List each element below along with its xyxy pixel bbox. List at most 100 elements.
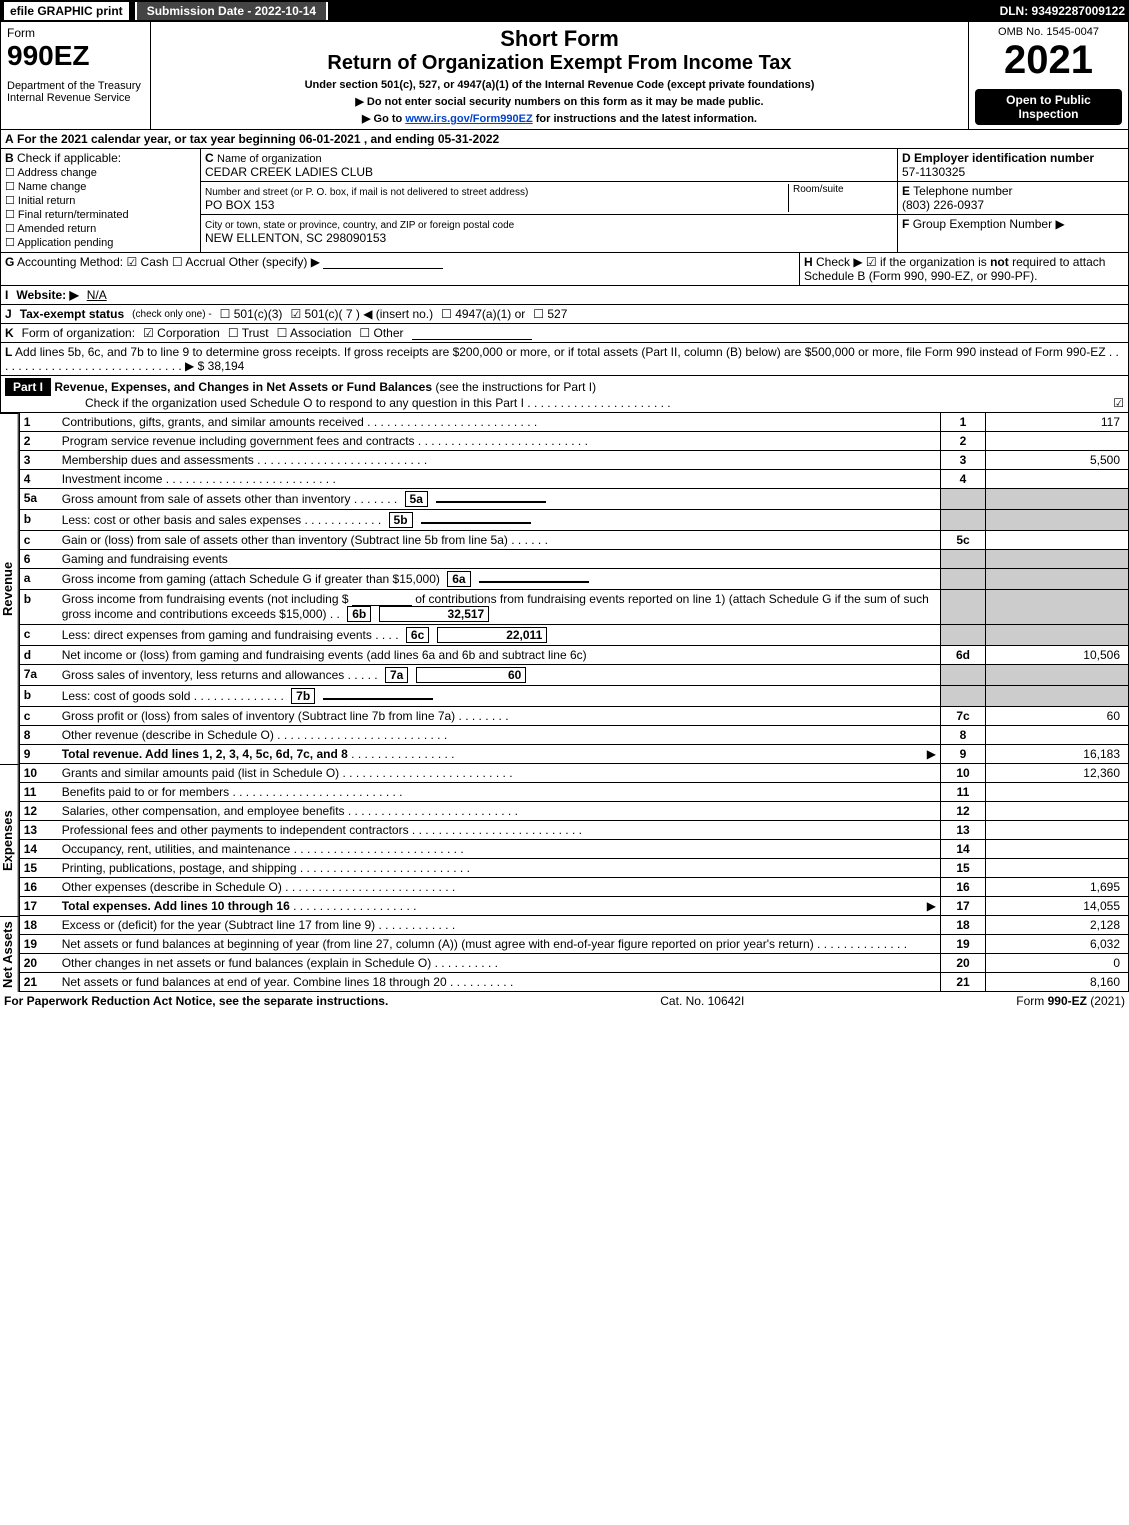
line-20-col: 20 (941, 954, 986, 973)
gross-receipts-text: Add lines 5b, 6c, and 7b to line 9 to de… (15, 345, 1106, 359)
footer-right-form: 990-EZ (1048, 994, 1087, 1008)
ein-label: Employer identification number (914, 151, 1094, 165)
org-name-value: CEDAR CREEK LADIES CLUB (205, 165, 373, 179)
efile-print-button[interactable]: efile GRAPHIC print (4, 2, 129, 20)
line-1-val: 117 (986, 413, 1129, 432)
line-21-val: 8,160 (986, 973, 1129, 992)
line-8-col: 8 (941, 726, 986, 745)
line-17-val: 14,055 (986, 897, 1129, 916)
part-i-checkbox[interactable]: ☑ (1113, 396, 1124, 410)
line-21-col: 21 (941, 973, 986, 992)
line-12-val (986, 802, 1129, 821)
line-2-val (986, 432, 1129, 451)
footer-center: Cat. No. 10642I (660, 994, 744, 1008)
room-label: Room/suite (788, 184, 893, 212)
line-11-col: 11 (941, 783, 986, 802)
chk-address-change[interactable]: Address change (5, 166, 196, 179)
website-value: N/A (87, 288, 107, 302)
section-f-label: F (902, 217, 909, 231)
line-6b-blank[interactable] (352, 593, 412, 606)
section-c: C Name of organization CEDAR CREEK LADIE… (201, 149, 898, 252)
line-6c: c Less: direct expenses from gaming and … (19, 625, 1128, 646)
chk-4947[interactable]: ☐ 4947(a)(1) or (441, 307, 525, 321)
section-d-label: D (902, 151, 911, 165)
section-def: D Employer identification number 57-1130… (898, 149, 1128, 252)
chk-501c7[interactable]: ☑ 501(c)( 7 ) ◀ (insert no.) (290, 307, 433, 321)
line-6-shade1 (941, 550, 986, 569)
chk-accrual[interactable]: ☐ Accrual (172, 255, 225, 269)
other-specify-line[interactable] (323, 256, 443, 269)
chk-name-change[interactable]: Name change (5, 180, 196, 193)
line-5a-shade2 (986, 489, 1129, 510)
line-20-desc: Other changes in net assets or fund bala… (62, 956, 432, 970)
line-16-val: 1,695 (986, 878, 1129, 897)
chk-cash[interactable]: ☑ Cash (126, 255, 168, 269)
line-14: 14 Occupancy, rent, utilities, and maint… (19, 840, 1128, 859)
section-i-label: I (5, 288, 8, 302)
irs-link[interactable]: www.irs.gov/Form990EZ (405, 113, 532, 125)
line-6-num: 6 (19, 550, 58, 569)
expenses-section: Expenses 10 Grants and similar amounts p… (0, 764, 1129, 916)
part-i-checkline: Check if the organization used Schedule … (85, 396, 524, 410)
line-5a-desc: Gross amount from sale of assets other t… (62, 492, 351, 506)
line-5a-subval (436, 501, 546, 503)
line-19-desc: Net assets or fund balances at beginning… (62, 937, 814, 951)
line-2-num: 2 (19, 432, 58, 451)
chk-application-pending[interactable]: Application pending (5, 236, 196, 249)
footer-right: Form 990-EZ (2021) (1016, 994, 1125, 1008)
section-j-label: J (5, 307, 12, 321)
line-1-col: 1 (941, 413, 986, 432)
chk-amended-return[interactable]: Amended return (5, 222, 196, 235)
line-5b-shade1 (941, 510, 986, 531)
section-j: J Tax-exempt status (check only one) - ☐… (0, 305, 1129, 324)
line-16: 16 Other expenses (describe in Schedule … (19, 878, 1128, 897)
line-9-desc: Total revenue. Add lines 1, 2, 3, 4, 5c,… (62, 747, 348, 761)
line-1: 1 Contributions, gifts, grants, and simi… (19, 413, 1128, 432)
line-11-val (986, 783, 1129, 802)
chk-527[interactable]: ☐ 527 (533, 307, 567, 321)
line-9-col: 9 (941, 745, 986, 764)
line-5b-subval (421, 522, 531, 524)
line-16-num: 16 (19, 878, 58, 897)
line-18-col: 18 (941, 916, 986, 935)
line-6a-subval (479, 581, 589, 583)
line-7b-subval (323, 698, 433, 700)
chk-other-specify[interactable]: Other (specify) ▶ (229, 255, 320, 269)
line-7b: b Less: cost of goods sold . . . . . . .… (19, 686, 1128, 707)
line-18: 18 Excess or (deficit) for the year (Sub… (19, 916, 1128, 935)
line-7b-num: b (19, 686, 58, 707)
submission-date-button[interactable]: Submission Date - 2022-10-14 (135, 2, 328, 20)
schedule-b-not: not (990, 255, 1009, 269)
tax-exempt-label: Tax-exempt status (20, 307, 124, 321)
line-6b-shade1 (941, 590, 986, 625)
chk-trust[interactable]: ☐ Trust (228, 326, 269, 340)
line-7a-subval: 60 (416, 667, 526, 683)
info-grid: B Check if applicable: Address change Na… (0, 149, 1129, 253)
line-14-desc: Occupancy, rent, utilities, and maintena… (62, 842, 291, 856)
chk-initial-return[interactable]: Initial return (5, 194, 196, 207)
line-10: 10 Grants and similar amounts paid (list… (19, 764, 1128, 783)
instruction-link-row: ▶ Go to www.irs.gov/Form990EZ for instru… (155, 112, 964, 125)
section-a: A For the 2021 calendar year, or tax yea… (0, 130, 1129, 149)
org-name-label: Name of organization (217, 153, 322, 165)
chk-final-return[interactable]: Final return/terminated (5, 208, 196, 221)
line-5b-desc: Less: cost or other basis and sales expe… (62, 513, 301, 527)
line-15-val (986, 859, 1129, 878)
form-number: 990EZ (7, 40, 144, 72)
chk-501c3[interactable]: ☐ 501(c)(3) (220, 307, 283, 321)
line-7b-desc: Less: cost of goods sold (62, 689, 191, 703)
line-5b-num: b (19, 510, 58, 531)
line-9: 9 Total revenue. Add lines 1, 2, 3, 4, 5… (19, 745, 1128, 764)
line-7b-sub: 7b (291, 688, 315, 704)
form-of-org-label: Form of organization: (22, 326, 135, 340)
line-6b-desc1: Gross income from fundraising events (no… (62, 592, 349, 606)
chk-association[interactable]: ☐ Association (277, 326, 352, 340)
other-org-line[interactable] (412, 327, 532, 340)
chk-other-org[interactable]: ☐ Other (359, 326, 403, 340)
city-value: NEW ELLENTON, SC 298090153 (205, 231, 386, 245)
line-17-col: 17 (941, 897, 986, 916)
line-5c-desc: Gain or (loss) from sale of assets other… (62, 533, 508, 547)
section-i: I Website: ▶ N/A (0, 286, 1129, 305)
section-k: K Form of organization: ☑ Corporation ☐ … (0, 324, 1129, 343)
chk-corporation[interactable]: ☑ Corporation (143, 326, 220, 340)
